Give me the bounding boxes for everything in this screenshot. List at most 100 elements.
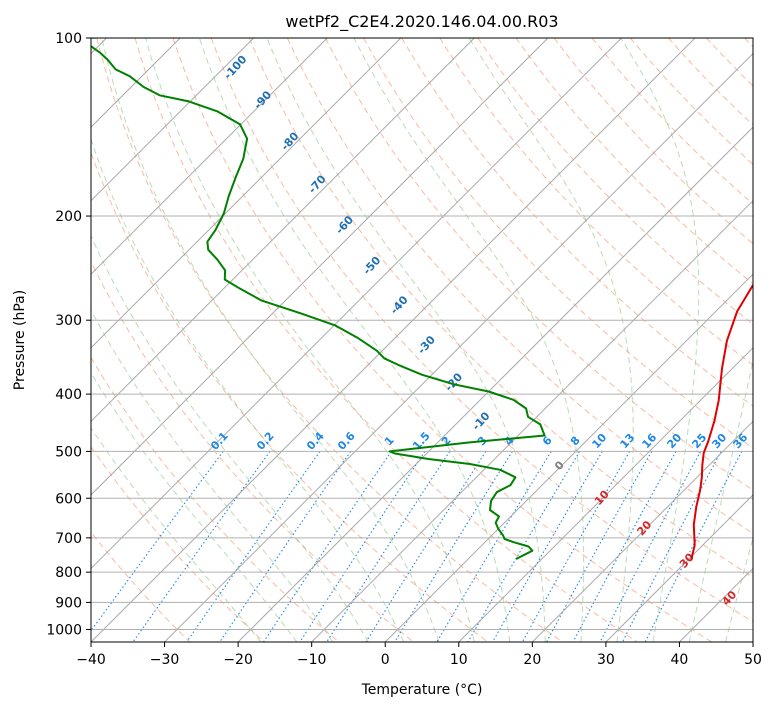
dry-adiabat-label: 10 (592, 487, 612, 507)
isotherm (91, 38, 402, 349)
dry-adiabat (325, 38, 753, 491)
moist-adiabat (101, 38, 440, 642)
background-line-labels: -100-90-80-70-60-50-40-30-20-10010203040… (208, 53, 751, 609)
isotherm (91, 38, 255, 202)
dry-adiabat (401, 38, 753, 407)
isotherm (91, 38, 549, 496)
isotherm (605, 494, 753, 642)
x-axis: −40 −30 −20 −10 0 10 20 30 40 50 (76, 642, 762, 668)
moist-adiabat (468, 38, 634, 642)
y-tick-label: 700 (55, 531, 82, 547)
mixing-ratio-label: 0.4 (304, 429, 327, 452)
dry-adiabat (439, 38, 753, 366)
dry-adiabat (591, 38, 753, 205)
chart-title: wetPf2_C2E4.2020.146.04.00.R03 (285, 12, 558, 32)
moist-adiabat (198, 38, 511, 642)
mixing-ratio-line (365, 451, 487, 642)
y-tick-label: 600 (55, 491, 82, 507)
mixing-ratio-line (263, 451, 392, 642)
mixing-ratio-line (599, 451, 702, 642)
moist-adiabat (91, 234, 369, 642)
y-tick-label: 800 (55, 565, 82, 581)
isotherm (458, 347, 753, 642)
dry-adiabat (91, 531, 191, 642)
dry-adiabat (668, 38, 753, 126)
mixing-ratio-label: 0.2 (254, 429, 277, 452)
dry-adiabat (91, 151, 489, 642)
x-tick-label: −40 (76, 652, 106, 668)
y-axis: 100 200 300 400 500 600 700 800 900 1000 (46, 31, 91, 638)
mixing-ratio-line (492, 451, 603, 642)
x-tick-label: 30 (597, 652, 615, 668)
dry-adiabat (96, 38, 563, 642)
x-tick-label: 20 (523, 652, 541, 668)
dry-adiabat (248, 38, 753, 578)
dry-adiabat (706, 38, 753, 87)
plot-area: -100-90-80-70-60-50-40-30-20-10010203040… (91, 38, 753, 642)
moist-adiabat (91, 137, 405, 642)
moist-adiabat (91, 371, 298, 642)
y-tick-label: 1000 (46, 622, 82, 638)
mixing-ratio-line (186, 451, 321, 642)
mixing-ratio-label: 1 (382, 434, 397, 448)
y-axis-title: Pressure (hPa) (12, 290, 28, 390)
plot-frame (90, 37, 754, 643)
moist-adiabat-label: -50 (360, 254, 383, 278)
mixing-ratio-label: 13 (617, 431, 637, 451)
mixing-ratio-line (622, 451, 722, 642)
dry-adiabats (91, 38, 753, 642)
moist-adiabat (266, 38, 546, 642)
dry-adiabat (286, 38, 753, 535)
x-tick-label: −10 (297, 652, 327, 668)
dry-adiabat (172, 38, 713, 642)
isotherm (91, 38, 475, 423)
isotherm (91, 38, 622, 570)
dry-adiabat (210, 38, 753, 623)
mixing-ratio-label: 16 (639, 431, 659, 451)
isotherm (311, 199, 753, 642)
isotherm (237, 126, 753, 642)
moist-adiabat (620, 38, 700, 642)
x-tick-label: 50 (744, 652, 762, 668)
x-tick-label: 40 (671, 652, 689, 668)
mixing-ratio-line (436, 451, 552, 642)
moist-adiabat (145, 38, 475, 642)
moist-adiabat (91, 309, 334, 642)
y-tick-label: 400 (55, 387, 82, 403)
mixing-ratio-line (644, 451, 743, 642)
moist-adiabats (91, 38, 753, 642)
moist-adiabat-label: -30 (415, 333, 438, 357)
dry-adiabat (91, 260, 414, 642)
isotherm (384, 273, 753, 642)
sounding-profiles (91, 38, 753, 560)
moist-adiabat-label: -90 (251, 88, 274, 112)
isotherm (752, 641, 753, 642)
mixing-ratio-lines (91, 451, 743, 642)
isotherms (91, 38, 753, 642)
mixing-ratio-line (546, 451, 653, 642)
y-tick-label: 200 (55, 209, 82, 225)
dry-adiabat (91, 445, 265, 642)
dry-adiabat-label: 20 (634, 518, 654, 538)
mixing-ratio-label: 0.6 (335, 429, 358, 452)
moist-adiabat-label: -100 (221, 53, 249, 82)
moist-adiabat-label: -70 (306, 172, 329, 196)
moist-adiabat (725, 536, 753, 642)
moist-adiabat-label: -40 (388, 293, 411, 317)
dry-adiabat (91, 356, 340, 642)
moist-adiabat-label: -80 (279, 129, 302, 153)
x-tick-label: −20 (223, 652, 253, 668)
isotherm (164, 52, 753, 642)
x-axis-title: Temperature (°C) (361, 682, 483, 698)
mixing-ratio-label: 4 (502, 434, 517, 449)
mixing-ratio-line (219, 451, 352, 642)
mixing-ratio-label: 10 (589, 431, 609, 451)
y-tick-label: 500 (55, 444, 82, 460)
dry-adiabat-label: 0 (552, 458, 567, 473)
dry-adiabat (553, 38, 753, 245)
mixing-ratio-label: 36 (730, 431, 750, 451)
pressure-gridlines (91, 38, 753, 630)
y-tick-label: 300 (55, 313, 82, 329)
dewpoint-line (91, 38, 546, 560)
